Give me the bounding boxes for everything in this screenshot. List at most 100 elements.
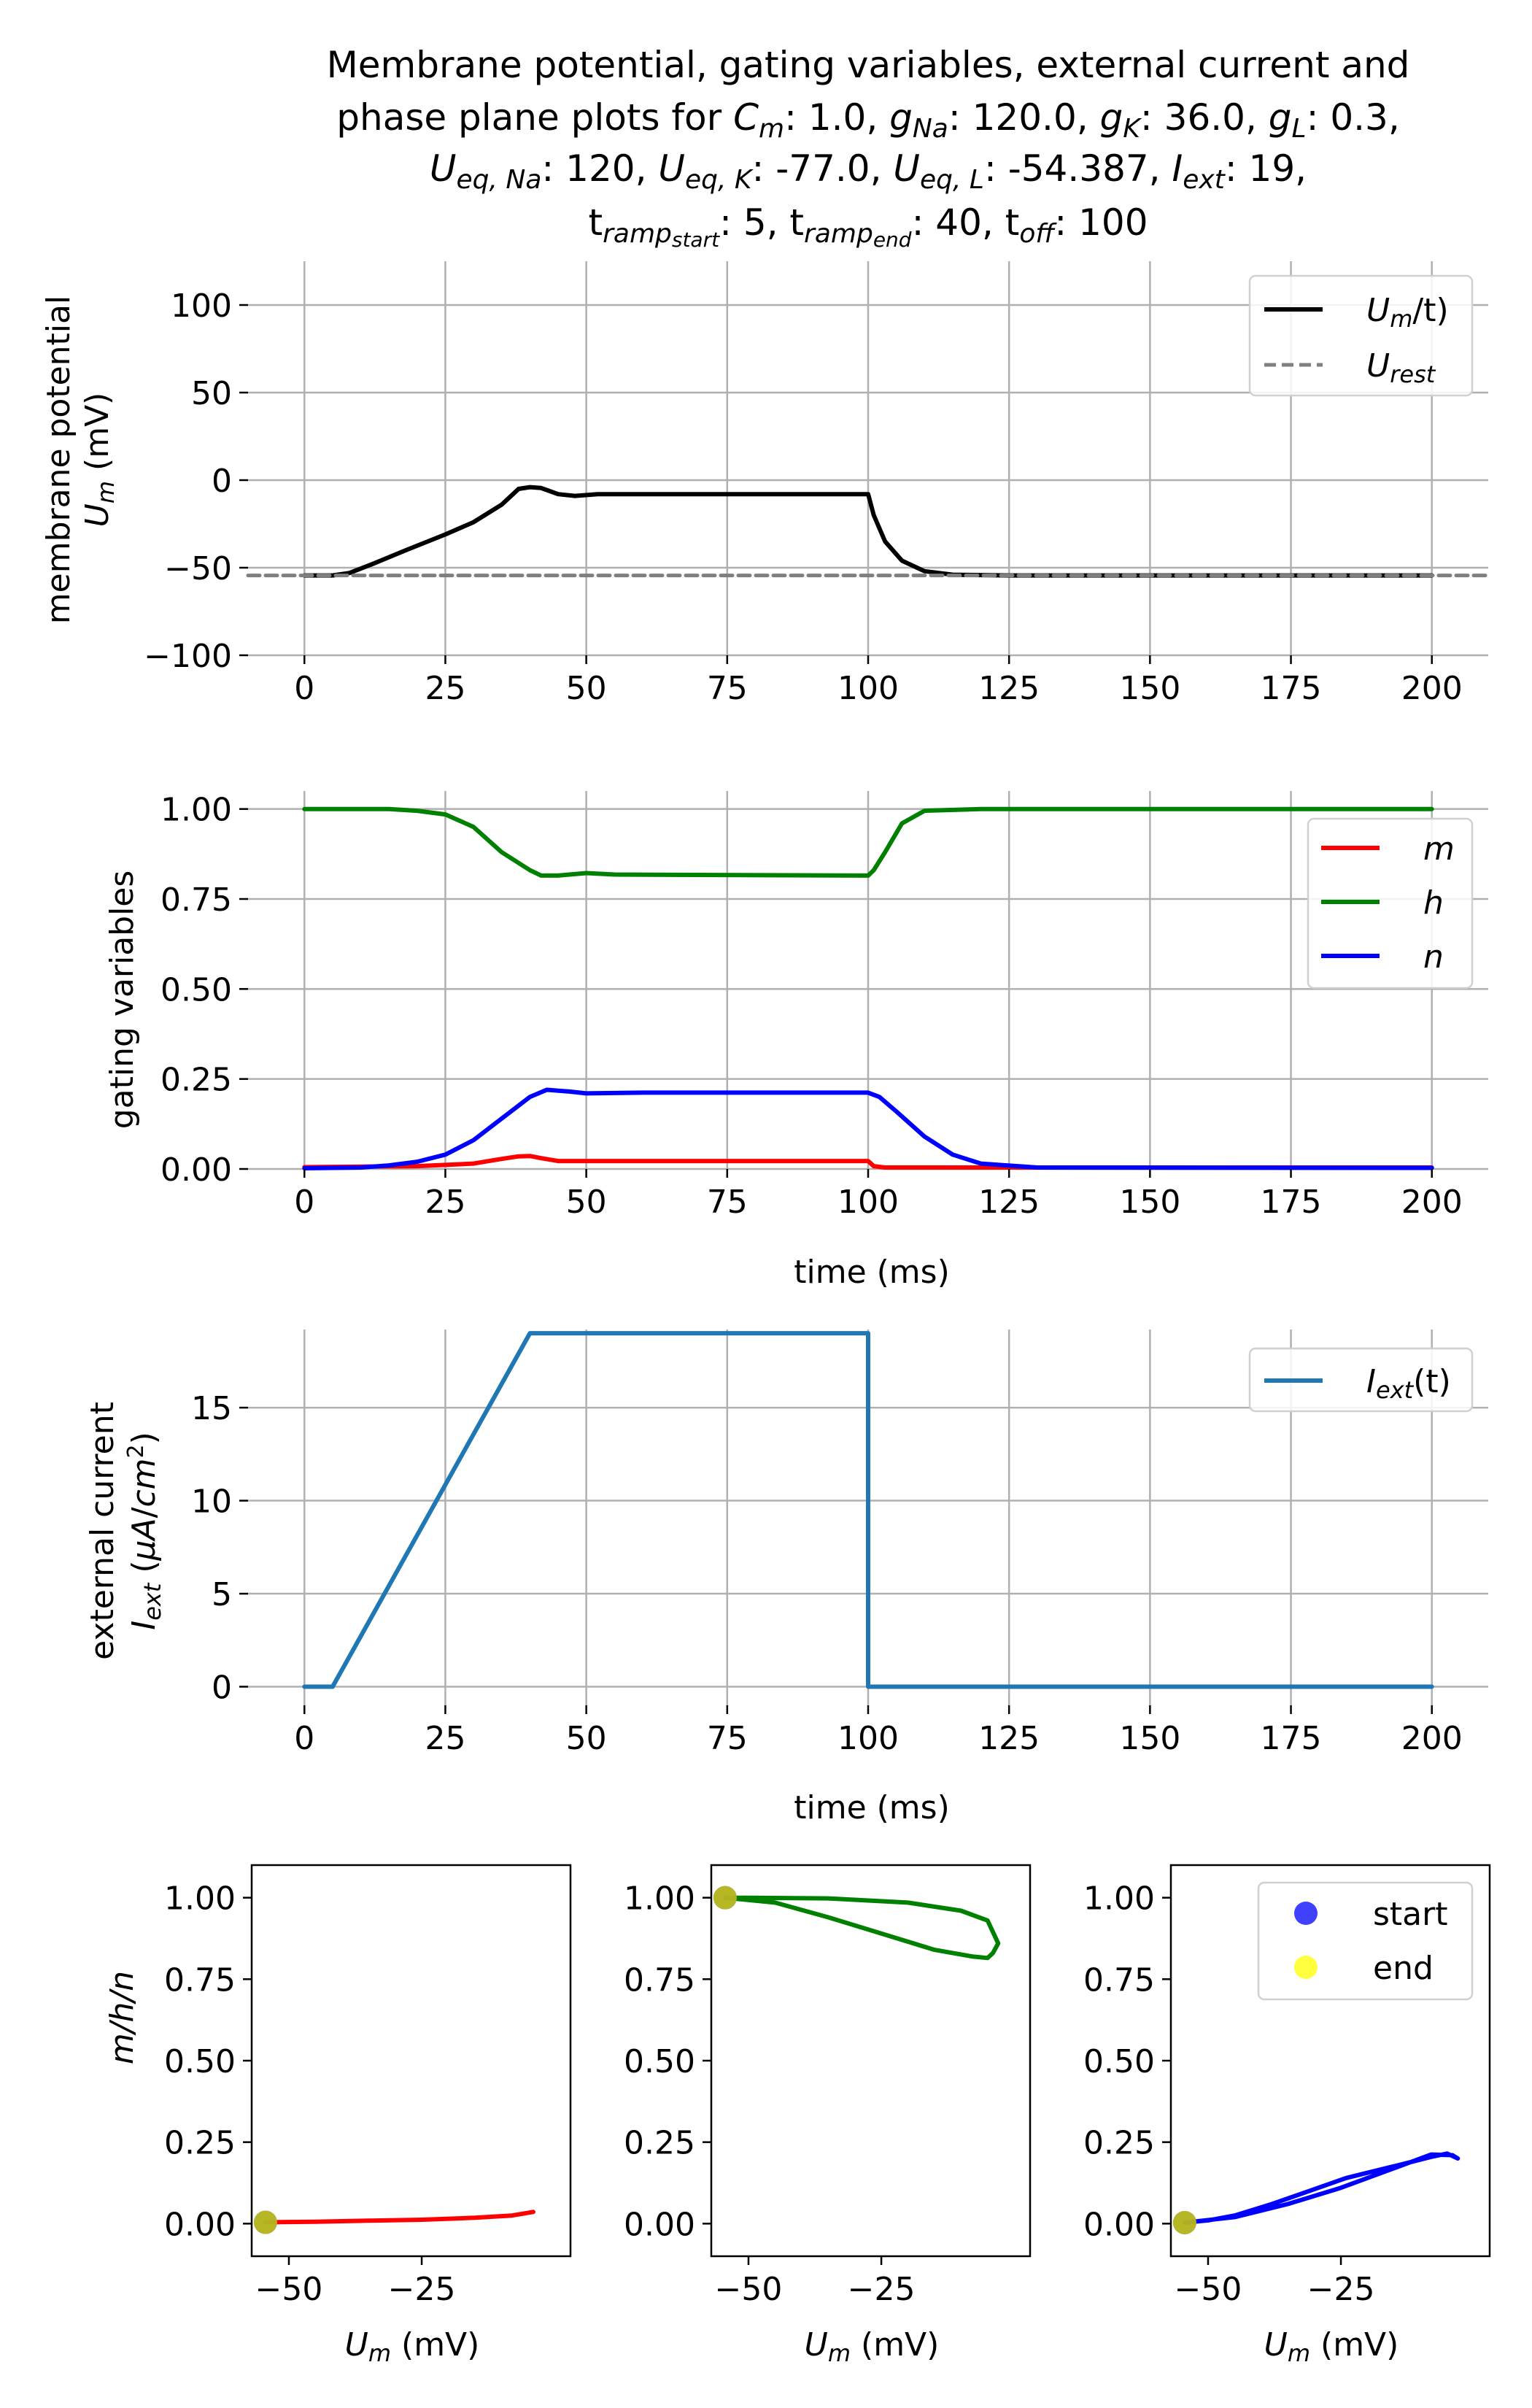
legend-label-start: start bbox=[1373, 1896, 1447, 1933]
tick-layer: −50 −25 0.00 0.25 0.50 0.75 1.00 bbox=[1083, 1880, 1374, 2308]
x-tick-label: 150 bbox=[1119, 670, 1180, 707]
y-tick-label: 1.00 bbox=[164, 1880, 236, 1918]
legend-label-n: n bbox=[1423, 938, 1444, 976]
series-layer bbox=[302, 1331, 1434, 1689]
y-tick-label: 0.75 bbox=[160, 881, 232, 919]
chart-title: Membrane potential, gating variables, ex… bbox=[327, 44, 1410, 252]
tick-layer: 0 25 50 75 100 125 150 175 200 0.00 0.25 0.50 0.75 1.… bbox=[160, 792, 1463, 1221]
y-tick-label: 0.00 bbox=[164, 2206, 236, 2243]
x-tick-label: 75 bbox=[707, 670, 748, 707]
y-tick-label: 1.00 bbox=[160, 792, 232, 829]
x-tick-label: −25 bbox=[388, 2271, 456, 2308]
phase-plane-h-panel: −50 −25 0.00 0.25 0.50 0.75 1.00 Um (mV) bbox=[624, 1864, 1032, 2367]
y-tick-label: 0.50 bbox=[164, 2043, 236, 2080]
x-tick-label: 100 bbox=[837, 1184, 899, 1221]
x-axis-label: Um (mV) bbox=[1264, 2326, 1399, 2367]
title-line-3: Ueq, Na: 120, Ueq, K: -77.0, Ueq, L: -54… bbox=[430, 147, 1307, 195]
y-axis-label-line-1: membrane potential bbox=[40, 296, 77, 624]
axes-frame bbox=[1169, 1864, 1491, 2258]
x-tick-label: 0 bbox=[294, 670, 314, 707]
y-tick-label: 0.00 bbox=[1083, 2206, 1155, 2243]
y-axis-label: m/h/n bbox=[104, 1971, 141, 2064]
x-tick-label: −50 bbox=[715, 2271, 783, 2308]
legend: start end bbox=[1257, 1881, 1474, 2001]
tick-layer: −50 −25 0.00 0.25 0.50 0.75 1.00 bbox=[624, 1880, 915, 2308]
legend-label-h: h bbox=[1423, 884, 1444, 922]
legend-label-um: Um/t) bbox=[1366, 292, 1449, 333]
x-tick-label: 25 bbox=[425, 670, 465, 707]
legend-label-m: m bbox=[1423, 830, 1455, 868]
series-layer bbox=[302, 806, 1434, 1170]
grid bbox=[248, 791, 1488, 1170]
x-tick-label: 25 bbox=[425, 1184, 465, 1221]
x-tick-label: 50 bbox=[566, 670, 607, 707]
x-tick-label: 0 bbox=[294, 1720, 314, 1757]
end-marker bbox=[253, 2210, 277, 2234]
series-line-m bbox=[302, 1154, 1434, 1170]
y-axis-label-line-1: external current bbox=[84, 1402, 121, 1660]
y-tick-label: 0.00 bbox=[160, 1151, 232, 1189]
x-tick-label: 200 bbox=[1401, 670, 1463, 707]
y-tick-label: 0.75 bbox=[164, 1961, 236, 1999]
series-layer bbox=[246, 485, 1490, 578]
y-axis-label: membrane potential Um (mV) bbox=[40, 296, 120, 624]
x-tick-label: 0 bbox=[294, 1184, 314, 1221]
y-tick-label: 50 bbox=[191, 375, 232, 412]
x-tick-label: −25 bbox=[1307, 2271, 1375, 2308]
legend: Iext(t) bbox=[1248, 1347, 1474, 1413]
x-axis-label: Um (mV) bbox=[805, 2326, 940, 2367]
y-tick-label: 5 bbox=[212, 1576, 232, 1613]
y-tick-label: 100 bbox=[171, 288, 232, 325]
x-tick-label: 50 bbox=[566, 1184, 607, 1221]
y-tick-label: 0.25 bbox=[1083, 2125, 1155, 2162]
external-current-panel: 0 25 50 75 100 125 150 175 200 0 5 10 15 external cu… bbox=[84, 1330, 1488, 1826]
series-layer bbox=[253, 2210, 535, 2234]
x-tick-label: 175 bbox=[1261, 1184, 1322, 1221]
y-tick-label: 0.25 bbox=[164, 2125, 236, 2162]
y-axis-label-line-2: Um (mV) bbox=[79, 393, 120, 528]
y-tick-label: 10 bbox=[191, 1483, 232, 1521]
x-axis-label: Um (mV) bbox=[345, 2326, 480, 2367]
legend: m h n bbox=[1307, 817, 1474, 989]
axes-frame bbox=[250, 1864, 572, 2258]
y-tick-label: 15 bbox=[191, 1390, 232, 1427]
y-tick-label: 0.75 bbox=[1083, 1961, 1155, 1999]
title-line-1: Membrane potential, gating variables, ex… bbox=[327, 44, 1410, 86]
x-tick-label: 25 bbox=[425, 1720, 465, 1757]
title-line-2: phase plane plots for Cm: 1.0, gNa: 120.… bbox=[336, 96, 1399, 144]
legend-marker-end bbox=[1294, 1956, 1318, 1979]
end-marker bbox=[1172, 2210, 1196, 2234]
y-tick-label: 1.00 bbox=[1083, 1880, 1155, 1918]
series-line-iext bbox=[302, 1331, 1434, 1689]
x-axis-label: time (ms) bbox=[794, 1789, 950, 1826]
x-tick-label: −25 bbox=[848, 2271, 916, 2308]
y-tick-label: 0 bbox=[212, 1670, 232, 1707]
x-tick-label: 200 bbox=[1401, 1184, 1463, 1221]
x-tick-label: 125 bbox=[978, 1720, 1040, 1757]
tick-layer: −50 −25 0.00 0.25 0.50 0.75 1.00 bbox=[164, 1880, 455, 2308]
legend-frame bbox=[1307, 817, 1474, 989]
series-line-n bbox=[1182, 2151, 1461, 2225]
x-tick-label: 125 bbox=[978, 670, 1040, 707]
x-tick-label: 100 bbox=[837, 1720, 899, 1757]
y-tick-label: 0 bbox=[212, 463, 232, 500]
y-tick-label: 0.25 bbox=[624, 2125, 695, 2162]
x-tick-label: 100 bbox=[837, 670, 899, 707]
series-line-um bbox=[302, 485, 1434, 578]
x-tick-label: 125 bbox=[978, 1184, 1040, 1221]
x-tick-label: 75 bbox=[707, 1720, 748, 1757]
y-tick-label: −100 bbox=[144, 638, 232, 675]
x-tick-label: 50 bbox=[566, 1720, 607, 1757]
x-tick-label: 200 bbox=[1401, 1720, 1463, 1757]
x-tick-label: 150 bbox=[1119, 1184, 1180, 1221]
x-axis-label: time (ms) bbox=[794, 1254, 950, 1291]
series-line-m bbox=[263, 2210, 535, 2225]
phase-plane-m-panel: −50 −25 0.00 0.25 0.50 0.75 1.00 m/h/n Um (mV) bbox=[104, 1864, 572, 2367]
tick-layer: 0 25 50 75 100 125 150 175 200 0 5 10 15 bbox=[191, 1390, 1463, 1757]
end-marker bbox=[713, 1886, 737, 1910]
series-line-h bbox=[722, 1895, 1001, 1961]
y-axis-label-line-2: Iext (μA/cm2) bbox=[123, 1432, 166, 1630]
gating-variables-panel: 0 25 50 75 100 125 150 175 200 0.00 0.25 0.50 0.75 1.… bbox=[104, 791, 1488, 1291]
phase-plane-n-panel: −50 −25 0.00 0.25 0.50 0.75 1.00 Um (mV) start… bbox=[1083, 1864, 1491, 2367]
